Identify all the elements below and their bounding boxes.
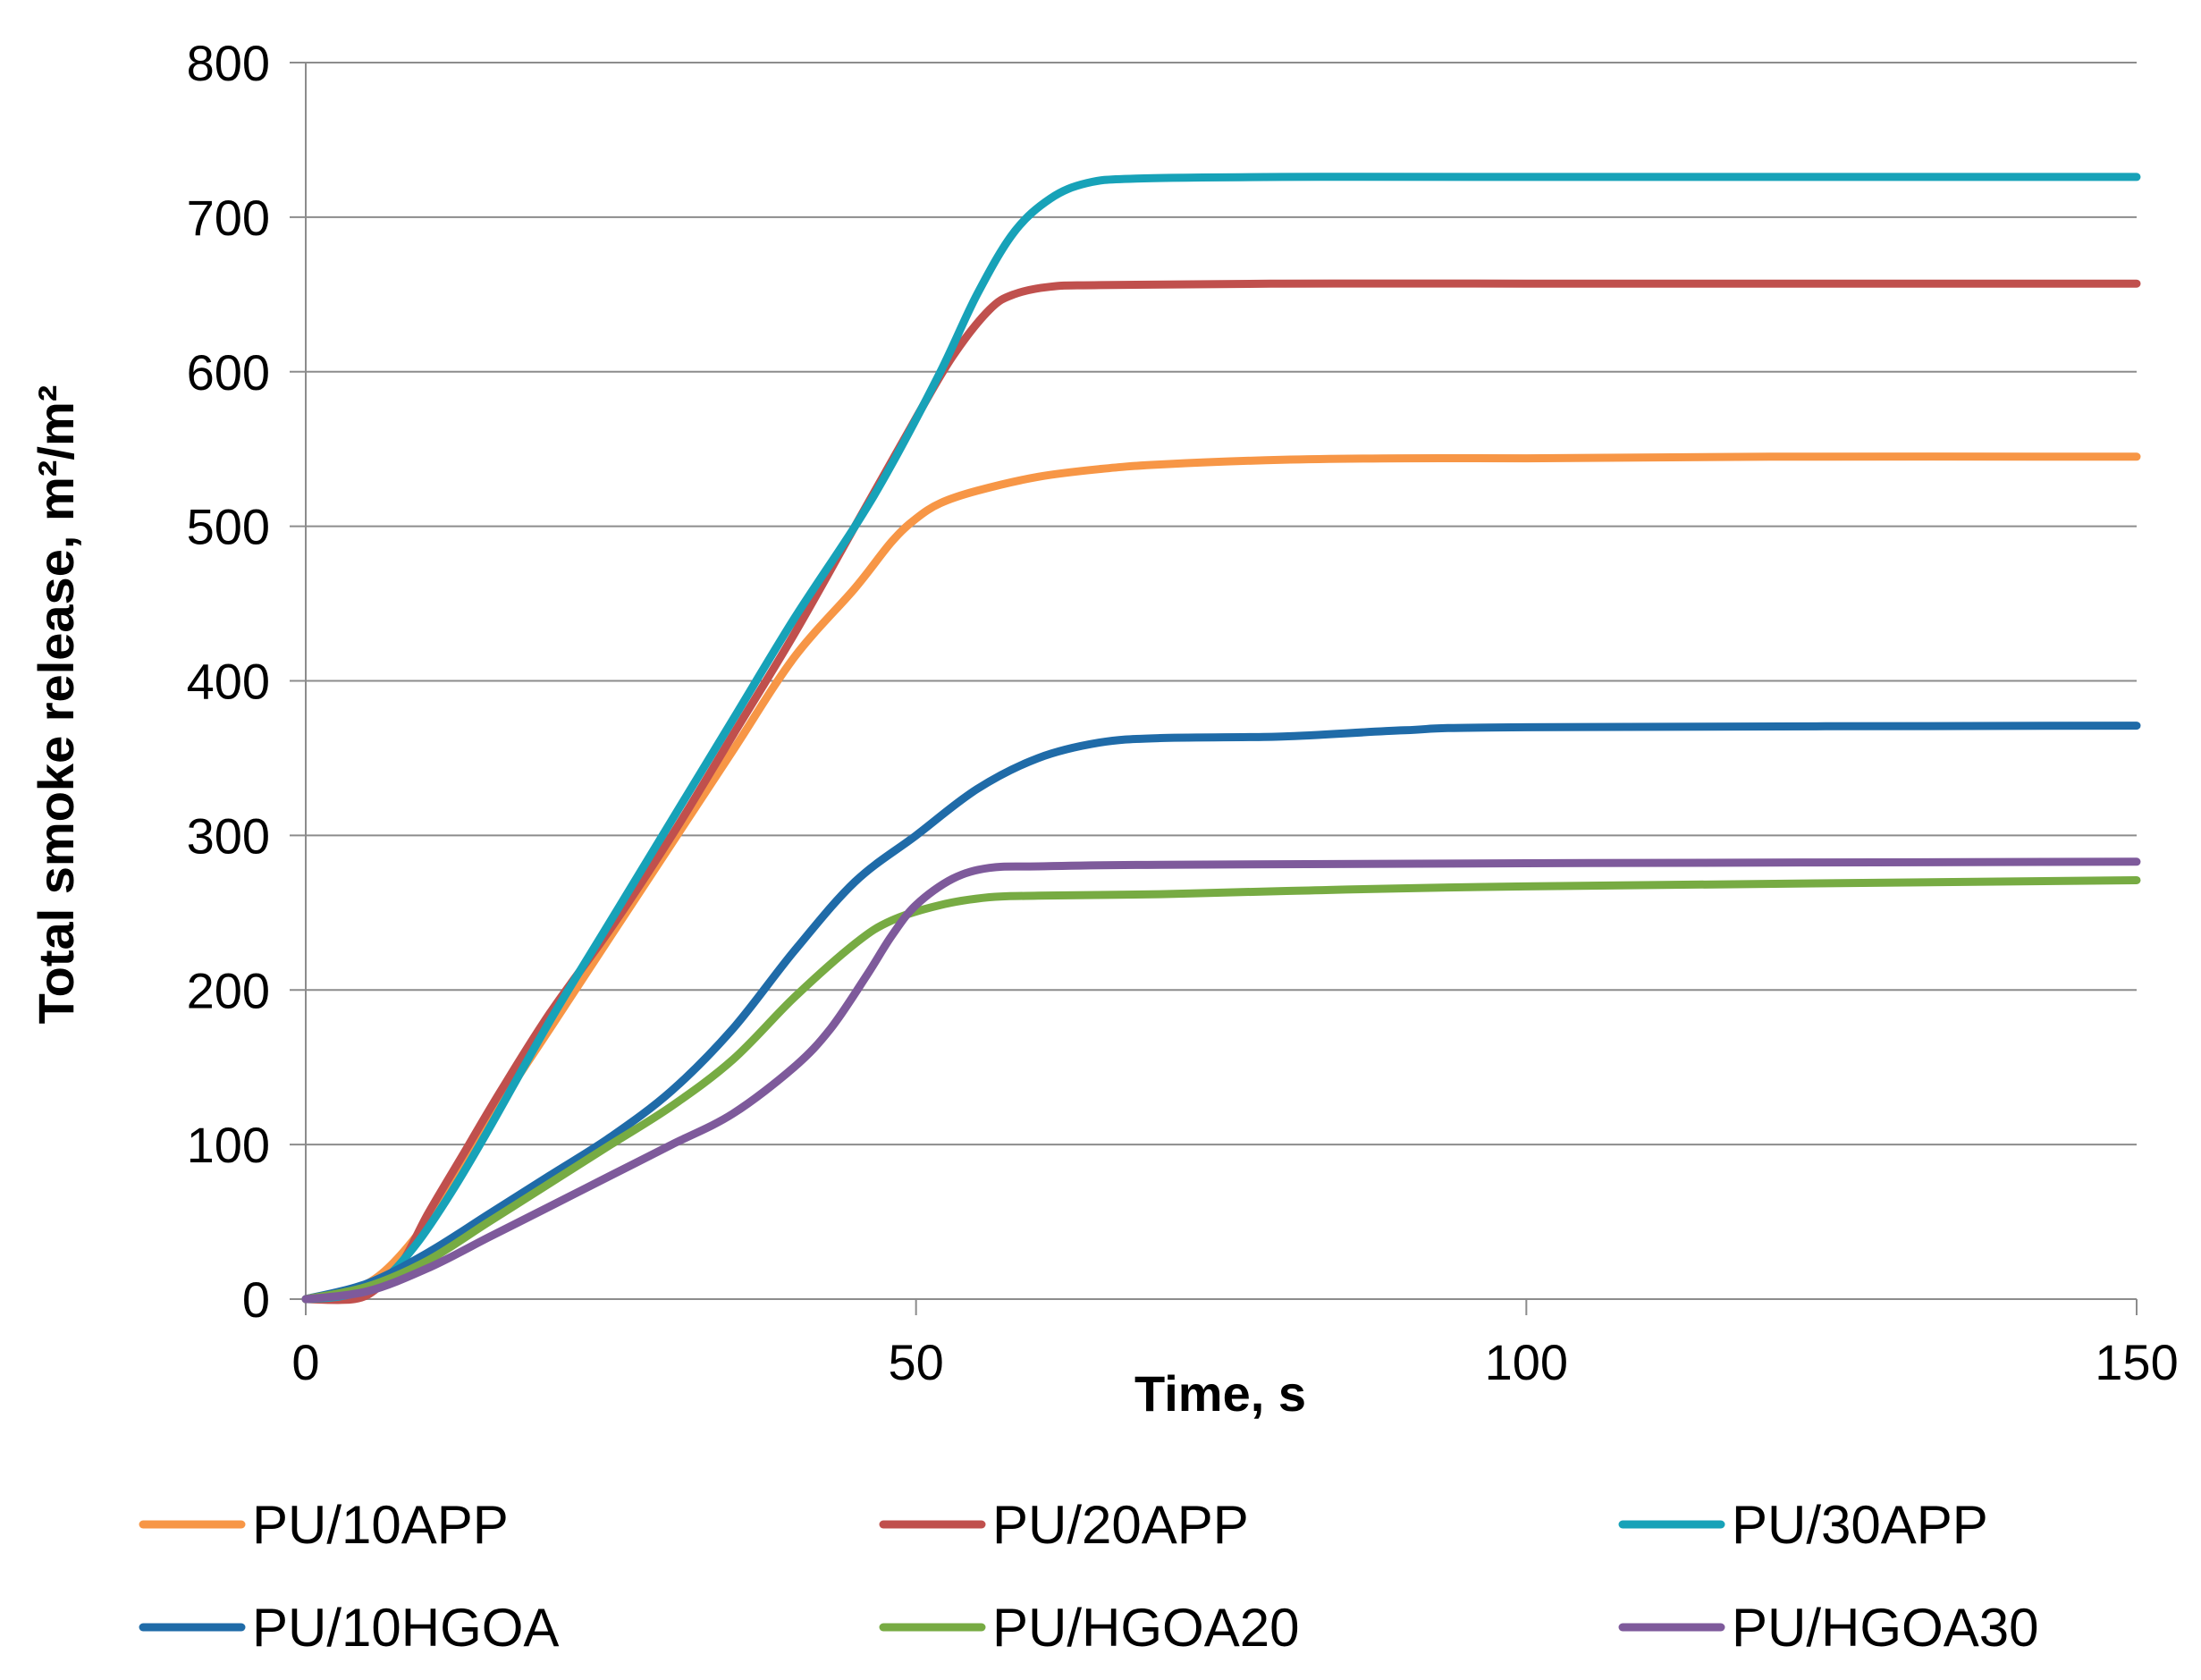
y-tick-label-600: 600 xyxy=(187,344,270,401)
y-tick-label-500: 500 xyxy=(187,499,270,555)
legend-label-pu-30app: PU/30APP xyxy=(1732,1495,1988,1555)
y-tick-label-0: 0 xyxy=(242,1271,270,1328)
series-line-pu-10app xyxy=(301,452,2141,1304)
x-tick-label-100: 100 xyxy=(1485,1334,1568,1390)
y-tick-label-400: 400 xyxy=(187,654,270,710)
legend-label-pu-hgoa20: PU/HGOA20 xyxy=(992,1598,1299,1658)
axis-layer xyxy=(290,62,2138,1315)
series-line-pu-20app xyxy=(301,279,2141,1304)
legend-item-pu-10app: PU/10APP xyxy=(139,1495,509,1555)
legend-label-pu-hgoa30: PU/HGOA30 xyxy=(1732,1598,2038,1658)
y-tick-label-100: 100 xyxy=(187,1117,270,1173)
x-tick-label-0: 0 xyxy=(291,1334,319,1390)
series-layer xyxy=(301,173,2141,1304)
x-tick-label-50: 50 xyxy=(889,1334,944,1390)
series-line-pu-30app xyxy=(301,173,2141,1304)
y-tick-label-800: 800 xyxy=(187,35,270,91)
legend: PU/10APP PU/20APP PU/30APP PU/10HGOA PU/HGOA… xyxy=(139,1495,2038,1658)
legend-item-pu-hgoa30: PU/HGOA30 xyxy=(1618,1598,2038,1658)
tick-layer: 0 100 200 300 400 500 600 700 800 0 50 100 150 xyxy=(187,35,2179,1390)
series-line-pu-10hgoa xyxy=(301,722,2141,1304)
legend-label-pu-10app: PU/10APP xyxy=(252,1495,509,1555)
legend-item-pu-20app: PU/20APP xyxy=(879,1495,1249,1555)
legend-label-pu-10hgoa: PU/10HGOA xyxy=(252,1598,559,1658)
y-axis-title: Total smoke release, m²/m² xyxy=(28,385,84,1025)
x-tick-label-150: 150 xyxy=(2095,1334,2178,1390)
y-tick-label-300: 300 xyxy=(187,807,270,864)
series-line-pu-hgoa20 xyxy=(301,876,2141,1304)
grid-layer xyxy=(306,62,2137,1146)
series-line-pu-hgoa30 xyxy=(301,857,2141,1304)
y-tick-label-700: 700 xyxy=(187,190,270,246)
legend-item-pu-30app: PU/30APP xyxy=(1618,1495,1988,1555)
legend-label-pu-20app: PU/20APP xyxy=(992,1495,1249,1555)
legend-item-pu-hgoa20: PU/HGOA20 xyxy=(879,1598,1299,1658)
x-axis-title: Time, s xyxy=(1134,1365,1306,1422)
y-tick-label-200: 200 xyxy=(187,962,270,1018)
legend-item-pu-10hgoa: PU/10HGOA xyxy=(139,1598,559,1658)
